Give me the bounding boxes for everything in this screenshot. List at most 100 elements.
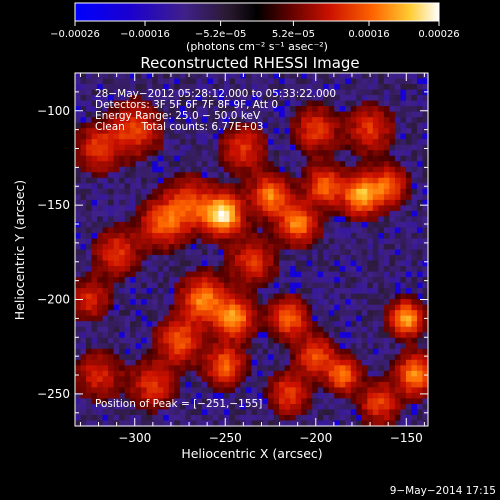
heatmap-cell bbox=[257, 304, 264, 311]
heatmap-cell bbox=[141, 249, 148, 256]
heatmap-cell bbox=[389, 73, 396, 80]
heatmap-cell bbox=[334, 238, 341, 245]
heatmap-cell bbox=[119, 365, 126, 372]
heatmap-cell bbox=[75, 73, 82, 80]
heatmap-cell bbox=[284, 106, 291, 113]
heatmap-cell bbox=[323, 216, 330, 223]
heatmap-cell bbox=[223, 348, 231, 355]
heatmap-cell bbox=[174, 326, 181, 333]
heatmap-cell bbox=[345, 348, 352, 355]
heatmap-cell bbox=[245, 155, 253, 162]
heatmap-cell bbox=[135, 348, 142, 355]
heatmap-cell bbox=[163, 89, 170, 96]
heatmap-cell bbox=[86, 128, 93, 135]
heatmap-cell bbox=[323, 210, 330, 218]
heatmap-cell bbox=[245, 260, 253, 267]
heatmap-cell bbox=[257, 420, 264, 427]
heatmap-cell bbox=[268, 205, 275, 212]
heatmap-cell bbox=[251, 89, 258, 96]
heatmap-cell bbox=[245, 73, 253, 80]
heatmap-cell bbox=[328, 354, 335, 361]
heatmap-cell bbox=[400, 398, 407, 405]
heatmap-cell bbox=[284, 255, 291, 262]
heatmap-cell bbox=[279, 304, 286, 311]
heatmap-cell bbox=[146, 95, 153, 102]
heatmap-cell bbox=[372, 376, 379, 383]
heatmap-cell bbox=[323, 122, 330, 129]
heatmap-cell bbox=[113, 122, 120, 129]
heatmap-cell bbox=[75, 188, 82, 195]
heatmap-cell bbox=[262, 392, 269, 400]
heatmap-cell bbox=[257, 266, 264, 273]
heatmap-cell bbox=[389, 210, 396, 218]
heatmap-cell bbox=[383, 238, 390, 245]
heatmap-cell bbox=[323, 326, 330, 333]
heatmap-cell bbox=[135, 106, 142, 113]
heatmap-cell bbox=[86, 111, 93, 118]
heatmap-cell bbox=[279, 277, 286, 284]
heatmap-cell bbox=[102, 249, 109, 256]
heatmap-cell bbox=[119, 199, 126, 206]
heatmap-cell bbox=[328, 117, 335, 124]
heatmap-cell bbox=[356, 255, 363, 262]
heatmap-cell bbox=[108, 194, 115, 201]
heatmap-cell bbox=[174, 293, 181, 300]
heatmap-cell bbox=[284, 199, 291, 206]
heatmap-cell bbox=[361, 166, 368, 173]
heatmap-cell bbox=[174, 343, 181, 350]
heatmap-cell bbox=[141, 326, 148, 333]
heatmap-cell bbox=[163, 359, 170, 366]
heatmap-cell bbox=[207, 381, 214, 388]
heatmap-cell bbox=[306, 227, 313, 234]
heatmap-cell bbox=[135, 370, 142, 377]
heatmap-cell bbox=[146, 359, 153, 366]
heatmap-cell bbox=[389, 315, 396, 322]
heatmap-cell bbox=[405, 194, 413, 201]
heatmap-cell bbox=[75, 106, 82, 113]
heatmap-cell bbox=[212, 414, 220, 422]
heatmap-cell bbox=[378, 172, 385, 179]
heatmap-cell bbox=[262, 304, 269, 311]
heatmap-cell bbox=[113, 376, 120, 383]
heatmap-cell bbox=[416, 183, 424, 190]
heatmap-cell bbox=[185, 188, 192, 195]
heatmap-cell bbox=[207, 321, 214, 328]
heatmap-cell bbox=[152, 370, 159, 377]
heatmap-cell bbox=[240, 392, 247, 400]
heatmap-cell bbox=[86, 420, 93, 427]
heatmap-cell bbox=[262, 337, 269, 344]
heatmap-cell bbox=[201, 392, 208, 400]
heatmap-cell bbox=[411, 370, 418, 377]
heatmap-cell bbox=[75, 84, 82, 91]
heatmap-cell bbox=[119, 337, 126, 344]
heatmap-cell bbox=[378, 293, 385, 300]
heatmap-cell bbox=[229, 343, 236, 350]
heatmap-cell bbox=[301, 414, 308, 422]
heatmap-cell bbox=[334, 337, 341, 344]
heatmap-cell bbox=[312, 359, 319, 366]
heatmap-cell bbox=[97, 232, 104, 240]
heatmap-cell bbox=[157, 243, 164, 251]
heatmap-cell bbox=[284, 310, 291, 317]
heatmap-cell bbox=[257, 359, 264, 366]
heatmap-cell bbox=[367, 282, 374, 289]
heatmap-cell bbox=[295, 166, 302, 173]
heatmap-cell bbox=[422, 260, 429, 267]
heatmap-cell bbox=[179, 144, 186, 151]
heatmap-cell bbox=[185, 106, 192, 113]
heatmap-cell bbox=[141, 315, 148, 322]
heatmap-cell bbox=[245, 315, 253, 322]
heatmap-cell bbox=[273, 199, 280, 206]
heatmap-cell bbox=[301, 381, 308, 388]
heatmap-cell bbox=[323, 266, 330, 273]
heatmap-cell bbox=[119, 359, 126, 366]
heatmap-cell bbox=[334, 310, 341, 317]
heatmap-cell bbox=[334, 183, 341, 190]
heatmap-cell bbox=[86, 78, 93, 85]
heatmap-cell bbox=[152, 205, 159, 212]
heatmap-cell bbox=[372, 249, 379, 256]
heatmap-cell bbox=[411, 403, 418, 411]
heatmap-cell bbox=[168, 381, 175, 388]
heatmap-cell bbox=[361, 73, 368, 80]
heatmap-cell bbox=[411, 95, 418, 102]
